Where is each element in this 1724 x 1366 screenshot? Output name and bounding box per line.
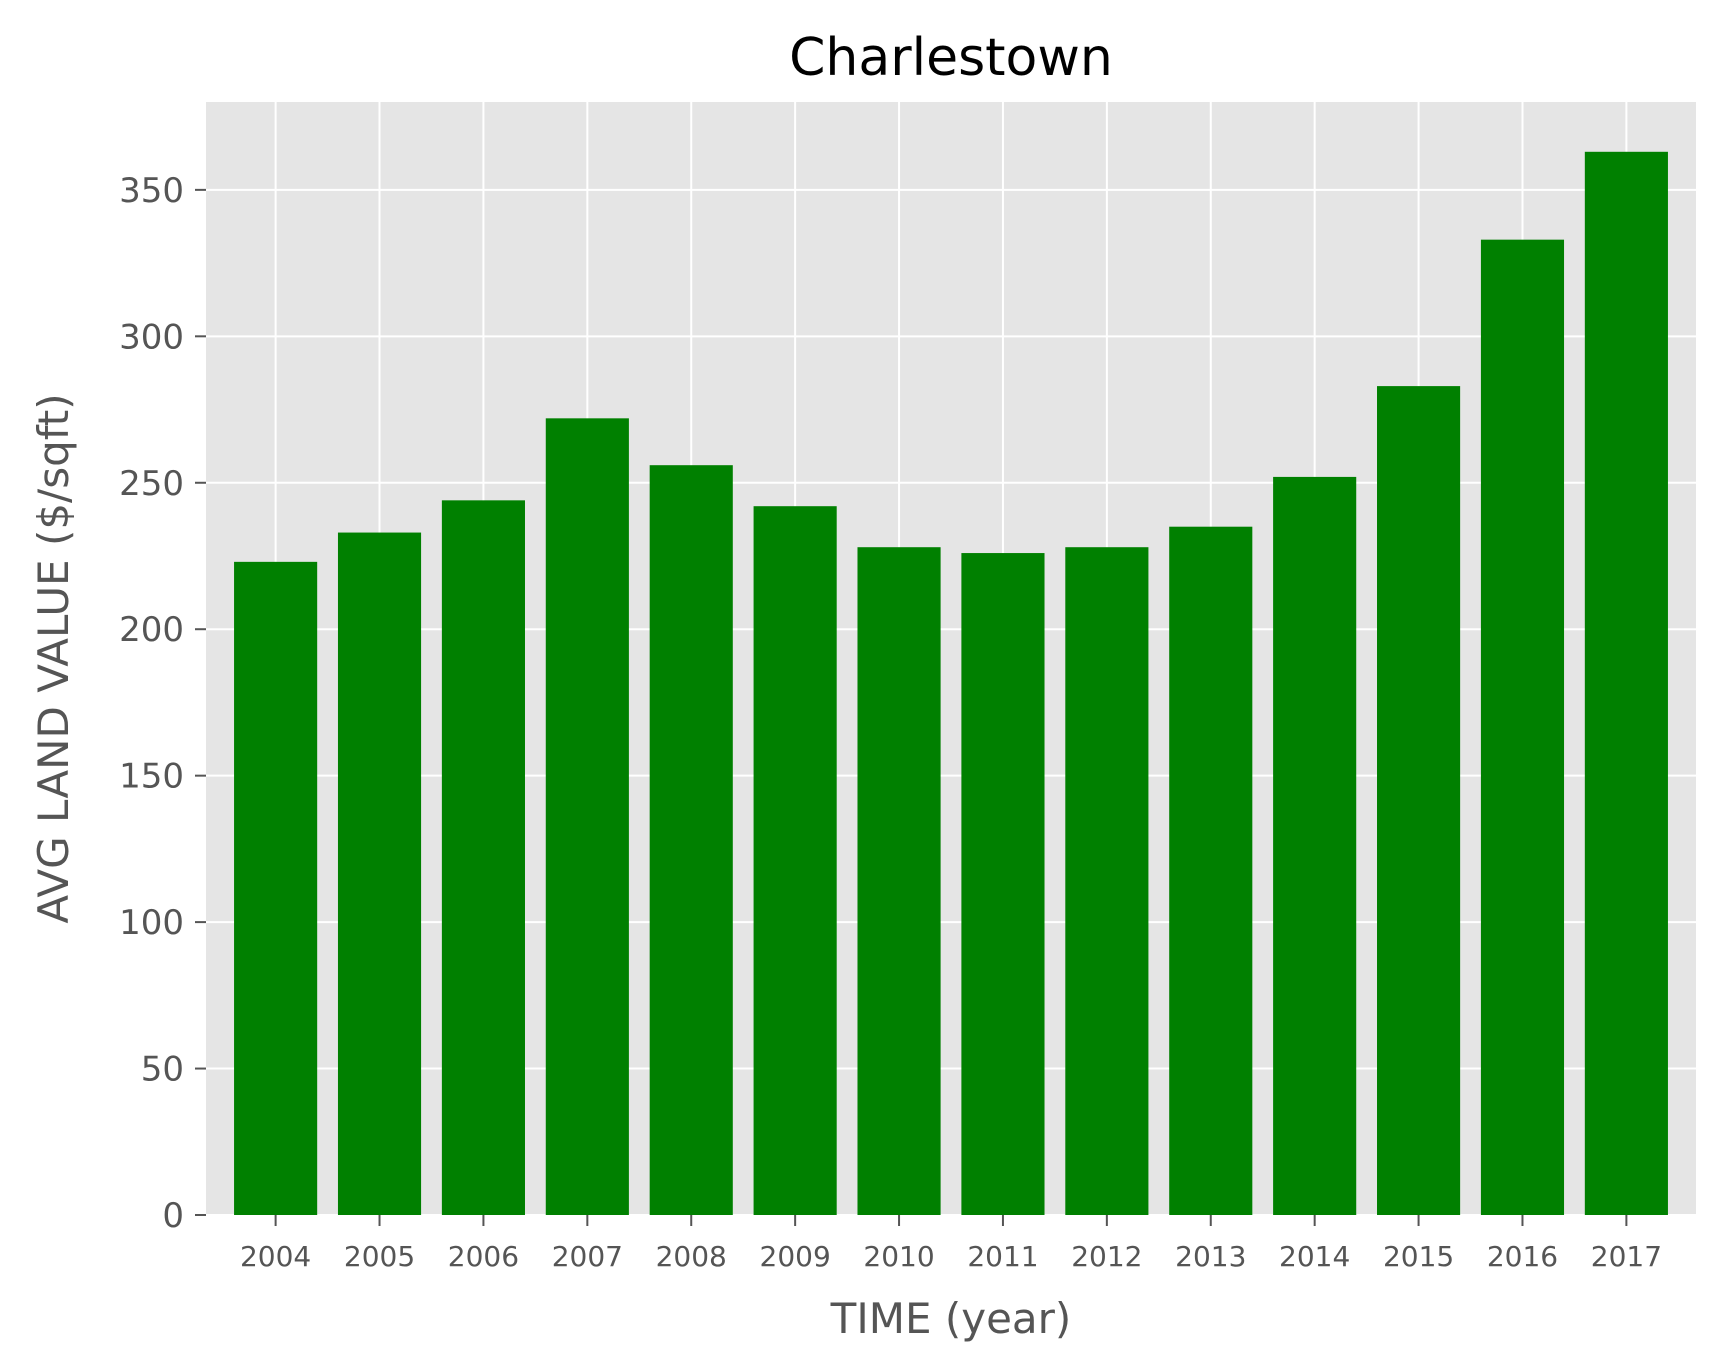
- x-tick-label: 2016: [1487, 1240, 1558, 1273]
- y-tick-label: 50: [141, 1050, 184, 1090]
- x-tick-label: 2012: [1071, 1240, 1142, 1273]
- bar-2007: [545, 418, 629, 1216]
- bar-2009: [753, 506, 837, 1216]
- x-axis-label: TIME (year): [830, 1294, 1072, 1343]
- plot-background: [206, 102, 1696, 1215]
- y-tick-label: 250: [119, 464, 184, 504]
- bar-2014: [1273, 476, 1357, 1215]
- bar-2011: [961, 553, 1045, 1215]
- y-axis-label: AVG LAND VALUE ($/sqft): [29, 393, 78, 923]
- x-tick-label: 2013: [1175, 1240, 1246, 1273]
- x-tick-label: 2015: [1383, 1240, 1454, 1273]
- x-tick-label: 2006: [448, 1240, 519, 1273]
- bar-2008: [649, 465, 733, 1216]
- x-tick-label: 2014: [1279, 1240, 1350, 1273]
- y-tick-label: 300: [119, 317, 184, 357]
- y-tick-label: 150: [119, 757, 184, 797]
- x-tick-label: 2008: [656, 1240, 727, 1273]
- x-tick-label: 2010: [863, 1240, 934, 1273]
- x-tick-label: 2007: [552, 1240, 623, 1273]
- bar-2004: [234, 561, 318, 1215]
- x-tick-label: 2005: [344, 1240, 415, 1273]
- bar-2013: [1169, 526, 1253, 1215]
- y-axis-ticks: 0 50 100 150 200 250 300 350: [119, 171, 206, 1236]
- x-tick-label: 2017: [1591, 1240, 1662, 1273]
- bar-2005: [337, 532, 422, 1215]
- bar-2017: [1584, 151, 1668, 1215]
- y-tick-label: 0: [162, 1196, 184, 1236]
- y-tick-label: 100: [119, 903, 184, 943]
- x-tick-label: 2011: [967, 1240, 1038, 1273]
- bar-2016: [1480, 239, 1565, 1215]
- y-tick-label: 200: [119, 610, 184, 650]
- bars: [234, 151, 1668, 1216]
- chart-title: Charlestown: [789, 28, 1113, 88]
- y-tick-label: 350: [119, 171, 184, 211]
- bar-2010: [857, 547, 941, 1215]
- bar-2012: [1065, 547, 1149, 1215]
- bar-2006: [441, 500, 525, 1215]
- x-tick-label: 2004: [240, 1240, 311, 1273]
- x-tick-label: 2009: [760, 1240, 831, 1273]
- bar-2015: [1377, 386, 1461, 1215]
- x-axis-ticks: 2004 2005 2006 2007 2008 2009 2010 2011 2012 2013…: [240, 1215, 1662, 1273]
